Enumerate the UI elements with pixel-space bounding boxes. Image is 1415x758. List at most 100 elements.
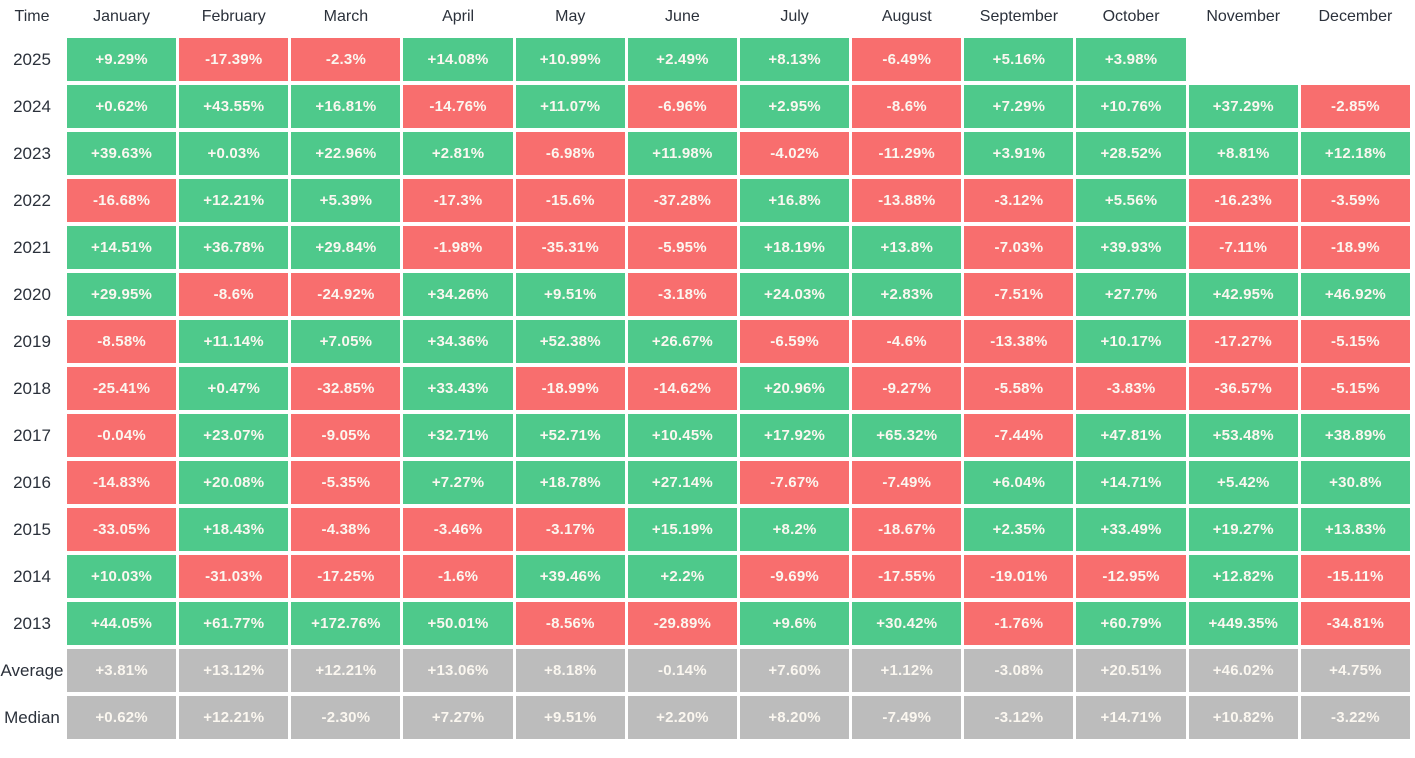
row-label-2016: 2016 — [13, 472, 51, 492]
return-cell: +60.79% — [1076, 602, 1186, 645]
return-cell: +18.78% — [515, 461, 625, 504]
return-cell: +11.07% — [515, 85, 625, 128]
return-cell: +20.08% — [179, 461, 289, 504]
return-cell: +13.12% — [179, 649, 289, 692]
return-cell: -8.6% — [852, 85, 962, 128]
return-cell: -19.01% — [964, 555, 1074, 598]
return-cell: +14.08% — [403, 38, 513, 81]
return-cell: +12.21% — [179, 179, 289, 222]
return-cell: -7.67% — [739, 461, 850, 504]
return-cell: -5.15% — [1300, 320, 1410, 363]
return-cell: +20.51% — [1076, 649, 1186, 692]
return-cell: -4.02% — [739, 132, 850, 175]
row-label-2024: 2024 — [13, 96, 51, 116]
corner-header-time: Time — [14, 8, 50, 25]
return-cell: +10.03% — [67, 555, 177, 598]
return-cell: +8.81% — [1188, 132, 1298, 175]
return-cell: -31.03% — [179, 555, 289, 598]
return-cell: +17.92% — [739, 414, 850, 457]
return-cell: +10.17% — [1076, 320, 1186, 363]
return-cell: +10.76% — [1076, 85, 1186, 128]
return-cell: +24.03% — [739, 273, 850, 316]
return-cell: +7.60% — [739, 649, 850, 692]
return-cell: +13.06% — [403, 649, 513, 692]
return-cell: -15.11% — [1300, 555, 1410, 598]
return-cell: -3.46% — [403, 508, 513, 551]
return-cell: -9.05% — [291, 414, 401, 457]
return-cell: +61.77% — [179, 602, 289, 645]
return-cell: -18.9% — [1300, 226, 1410, 269]
return-cell: -0.14% — [627, 649, 737, 692]
return-cell: +19.27% — [1188, 508, 1298, 551]
return-cell: +9.6% — [739, 602, 850, 645]
return-cell: +9.51% — [515, 273, 625, 316]
return-cell: +39.93% — [1076, 226, 1186, 269]
row-label-2021: 2021 — [13, 237, 51, 257]
return-cell: -8.6% — [179, 273, 289, 316]
return-cell: -17.55% — [852, 555, 962, 598]
column-header-may: May — [555, 8, 586, 25]
return-cell: +0.47% — [179, 367, 289, 410]
return-cell: -6.59% — [739, 320, 850, 363]
return-cell: +50.01% — [403, 602, 513, 645]
return-cell: -9.69% — [739, 555, 850, 598]
return-cell: -2.85% — [1300, 85, 1410, 128]
return-cell: -14.76% — [403, 85, 513, 128]
return-cell: +46.02% — [1188, 649, 1298, 692]
return-cell: -6.96% — [627, 85, 737, 128]
return-cell: +7.27% — [403, 696, 513, 739]
return-cell: -7.51% — [964, 273, 1074, 316]
return-cell: -14.83% — [67, 461, 177, 504]
row-label-2025: 2025 — [13, 49, 51, 69]
return-cell: +0.03% — [179, 132, 289, 175]
return-cell: +14.71% — [1076, 696, 1186, 739]
column-header-january: January — [93, 8, 151, 25]
return-cell: +7.29% — [964, 85, 1074, 128]
return-cell: -6.98% — [515, 132, 625, 175]
return-cell: -17.27% — [1188, 320, 1298, 363]
empty-cell — [1189, 38, 1298, 81]
return-cell: +8.13% — [739, 38, 850, 81]
return-cell: -37.28% — [627, 179, 737, 222]
return-cell: -5.15% — [1300, 367, 1410, 410]
return-cell: -8.56% — [515, 602, 625, 645]
return-cell: +44.05% — [67, 602, 177, 645]
return-cell: -7.44% — [964, 414, 1074, 457]
return-cell: +14.51% — [67, 226, 177, 269]
return-cell: -3.18% — [627, 273, 737, 316]
return-cell: +33.43% — [403, 367, 513, 410]
return-cell: +449.35% — [1188, 602, 1298, 645]
return-cell: -3.12% — [964, 696, 1074, 739]
return-cell: +42.95% — [1188, 273, 1298, 316]
return-cell: -17.39% — [179, 38, 289, 81]
return-cell: -18.99% — [515, 367, 625, 410]
return-cell: +10.99% — [515, 38, 625, 81]
return-cell: +20.96% — [739, 367, 850, 410]
monthly-returns-table: Time January February March April May Ju… — [0, 8, 1410, 739]
return-cell: -1.98% — [403, 226, 513, 269]
return-cell: +26.67% — [627, 320, 737, 363]
row-label-median: Median — [4, 707, 60, 727]
return-cell: +10.82% — [1188, 696, 1298, 739]
return-cell: +38.89% — [1300, 414, 1410, 457]
return-cell: +7.27% — [403, 461, 513, 504]
return-cell: -3.22% — [1300, 696, 1410, 739]
return-cell: -4.6% — [852, 320, 962, 363]
return-cell: -3.08% — [964, 649, 1074, 692]
return-cell: +6.04% — [964, 461, 1074, 504]
row-label-2020: 2020 — [13, 284, 51, 304]
return-cell: +5.56% — [1076, 179, 1186, 222]
return-cell: +52.71% — [515, 414, 625, 457]
column-header-june: June — [665, 8, 700, 25]
return-cell: -7.49% — [852, 461, 962, 504]
row-label-2018: 2018 — [13, 378, 51, 398]
return-cell: +65.32% — [852, 414, 962, 457]
row-label-2014: 2014 — [13, 566, 51, 586]
return-cell: -29.89% — [627, 602, 737, 645]
return-cell: -1.6% — [403, 555, 513, 598]
return-cell: +46.92% — [1300, 273, 1410, 316]
return-cell: -36.57% — [1188, 367, 1298, 410]
row-label-average: Average — [0, 660, 64, 680]
return-cell: +5.16% — [964, 38, 1074, 81]
return-cell: +11.14% — [179, 320, 289, 363]
